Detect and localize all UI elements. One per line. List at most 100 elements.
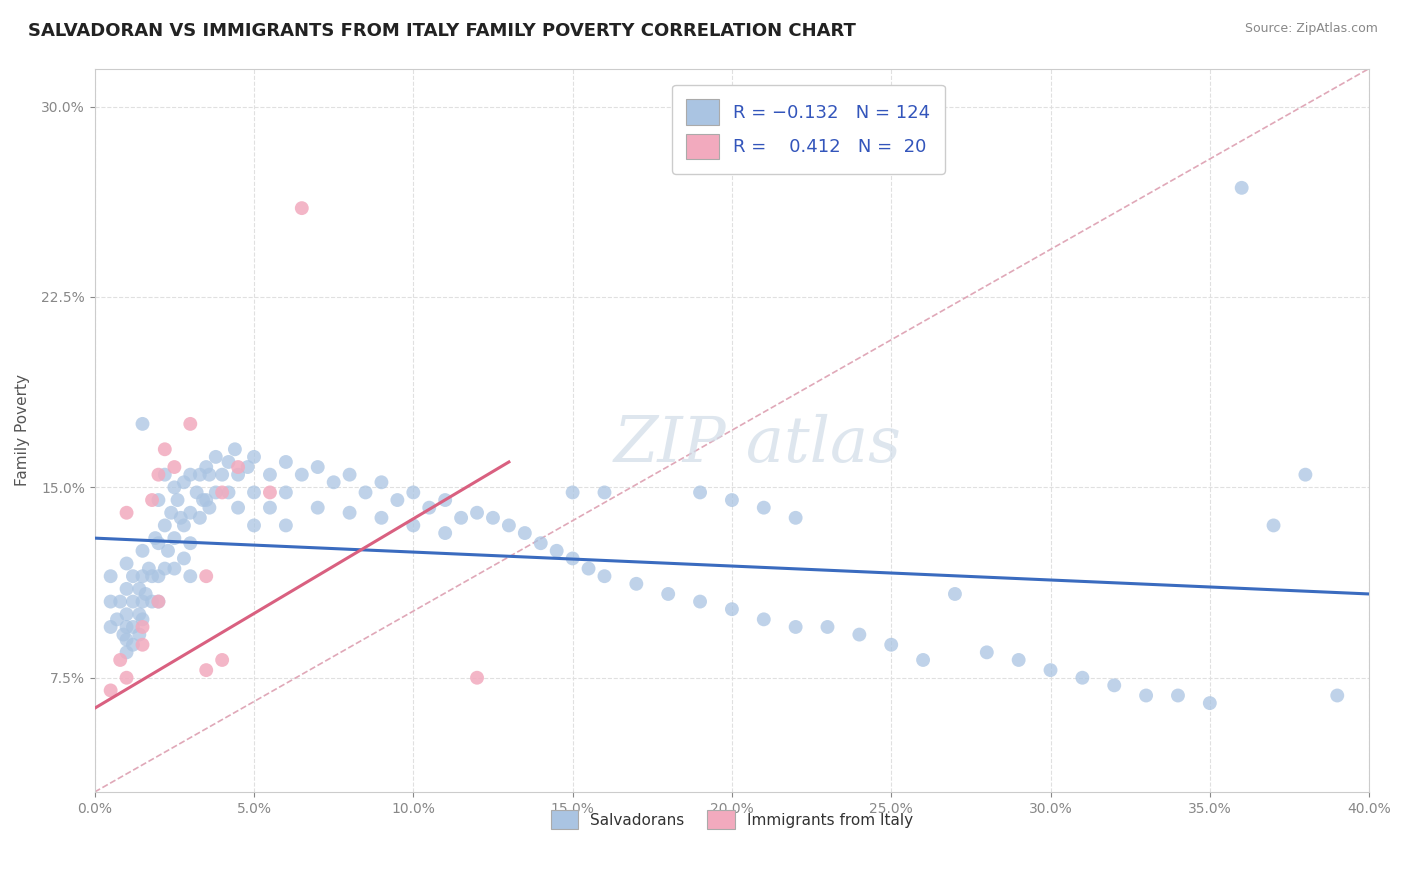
Point (195, 460, 218, 475)
Point (1102, 678, 1125, 692)
Point (752, 612, 775, 626)
Point (721, 602, 744, 616)
Point (148, 594, 170, 608)
Point (170, 511, 193, 525)
Point (218, 455, 240, 469)
Point (880, 638, 903, 652)
Point (128, 582, 150, 596)
Point (115, 632, 138, 647)
Point (160, 506, 183, 520)
Point (482, 511, 505, 525)
Point (122, 620, 145, 634)
Point (108, 653, 131, 667)
Point (561, 551, 583, 566)
Point (561, 485, 583, 500)
Point (211, 467, 233, 482)
Point (166, 493, 188, 508)
Point (339, 467, 361, 482)
Point (1071, 671, 1094, 685)
Point (105, 612, 128, 626)
Point (689, 594, 711, 608)
Point (626, 576, 648, 591)
Point (1135, 689, 1157, 703)
Point (204, 485, 226, 500)
Point (307, 500, 329, 515)
Point (1230, 181, 1253, 195)
Point (115, 607, 138, 622)
Point (817, 620, 839, 634)
Text: ZIP atlas: ZIP atlas (613, 414, 901, 475)
Point (131, 612, 153, 626)
Point (387, 493, 409, 508)
Point (153, 561, 176, 575)
Point (148, 536, 170, 550)
Point (530, 536, 553, 550)
Point (198, 467, 221, 482)
Point (122, 594, 145, 608)
Point (785, 620, 807, 634)
Point (370, 475, 392, 490)
Point (138, 561, 160, 575)
Point (173, 475, 195, 490)
Point (578, 561, 600, 575)
Point (131, 594, 153, 608)
Point (148, 569, 170, 583)
Point (141, 493, 163, 508)
Point (689, 485, 711, 500)
Point (153, 467, 176, 482)
Point (153, 518, 176, 533)
Point (307, 460, 329, 475)
Point (163, 561, 186, 575)
Point (141, 569, 163, 583)
Point (128, 607, 150, 622)
Point (173, 518, 195, 533)
Point (513, 526, 536, 541)
Point (143, 531, 166, 545)
Point (115, 645, 138, 659)
Point (148, 467, 170, 482)
Point (546, 544, 568, 558)
Text: Source: ZipAtlas.com: Source: ZipAtlas.com (1244, 22, 1378, 36)
Point (218, 485, 240, 500)
Point (322, 475, 344, 490)
Point (274, 485, 297, 500)
Text: SALVADORAN VS IMMIGRANTS FROM ITALY FAMILY POVERTY CORRELATION CHART: SALVADORAN VS IMMIGRANTS FROM ITALY FAMI… (28, 22, 856, 40)
Point (191, 493, 214, 508)
Point (1039, 663, 1062, 677)
Point (211, 653, 233, 667)
Point (179, 417, 201, 431)
Point (657, 587, 679, 601)
Point (236, 460, 259, 475)
Legend: Salvadorans, Immigrants from Italy: Salvadorans, Immigrants from Italy (544, 804, 920, 835)
Point (259, 467, 281, 482)
Point (141, 594, 163, 608)
Point (188, 511, 211, 525)
Point (173, 551, 195, 566)
Point (153, 442, 176, 457)
Point (498, 518, 520, 533)
Point (1198, 696, 1220, 710)
Point (593, 485, 616, 500)
Point (354, 485, 377, 500)
Point (100, 594, 122, 608)
Point (100, 569, 122, 583)
Point (1167, 689, 1189, 703)
Point (259, 500, 281, 515)
Point (593, 569, 616, 583)
Point (131, 638, 153, 652)
Point (163, 480, 186, 494)
Y-axis label: Family Poverty: Family Poverty (15, 375, 30, 486)
Point (115, 671, 138, 685)
Point (195, 493, 218, 508)
Point (135, 587, 157, 601)
Point (226, 460, 249, 475)
Point (259, 485, 281, 500)
Point (291, 467, 314, 482)
Point (418, 500, 440, 515)
Point (115, 557, 138, 571)
Point (179, 569, 201, 583)
Point (402, 518, 425, 533)
Point (115, 506, 138, 520)
Point (450, 511, 472, 525)
Point (198, 500, 221, 515)
